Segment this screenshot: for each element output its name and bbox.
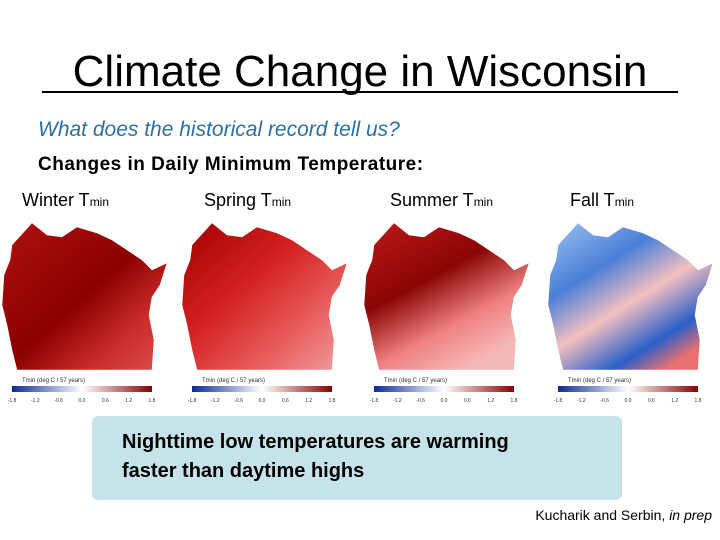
title: Climate Change in Wisconsin [73,47,648,96]
legend-tick: -1.8 [8,398,17,404]
subtitle: What does the historical record tell us? [38,118,400,141]
map [363,222,530,371]
callout-line: Nighttime low temperatures are warming [122,431,509,453]
legend-tick: -0.6 [234,398,243,404]
callout-line: faster than daytime highs [122,460,364,482]
legend-tick: 0.0 [79,398,86,404]
legend-tick: 1.8 [695,398,702,404]
citation: Kucharik and Serbin, in prep [535,507,712,523]
map-label: Spring Tmin [204,190,291,210]
map [181,222,348,371]
legend-tick: -1.2 [577,398,586,404]
citation-authors: Kucharik and Serbin, [535,507,669,523]
legend-title: Tmin (deg C / 57 years) [568,378,631,384]
legend-tick: 0.6 [282,398,289,404]
map-subscript: min [615,195,634,209]
map-shape [181,222,348,371]
legend-tick: 1.2 [125,398,132,404]
legend-tick: -0.6 [600,398,609,404]
map [547,222,714,371]
map-season: Winter T [22,190,90,210]
legend-tick: 0.0 [625,398,632,404]
legend-tick: 0.6 [464,398,471,404]
map-subscript: min [474,195,493,209]
legend-tick: 1.8 [149,398,156,404]
map [1,222,168,371]
legend-tick: -0.6 [416,398,425,404]
legend-tick: -1.2 [211,398,220,404]
legend-bar [12,386,152,392]
legend-tick: -1.2 [31,398,40,404]
map-season: Spring T [204,190,272,210]
map-season: Fall T [570,190,615,210]
map-shape [363,222,530,371]
callout-box [92,416,622,500]
legend-tick: 1.2 [305,398,312,404]
legend-bar [558,386,698,392]
map-subscript: min [272,195,291,209]
legend-tick: 1.8 [511,398,518,404]
map-shape [547,222,714,371]
legend-tick: 0.6 [102,398,109,404]
legend-tick: 1.2 [487,398,494,404]
legend-title: Tmin (deg C / 57 years) [202,378,265,384]
legend-tick: -0.6 [54,398,63,404]
legend-bar [192,386,332,392]
citation-note: in prep [669,507,712,523]
legend-title: Tmin (deg C / 57 years) [22,378,85,384]
legend-tick: 1.8 [329,398,336,404]
map-shape [1,222,168,371]
legend-bar [374,386,514,392]
legend-tick: -1.2 [393,398,402,404]
legend-tick: 1.2 [671,398,678,404]
map-subscript: min [90,195,109,209]
legend-tick: -1.8 [370,398,379,404]
legend-tick: 0.6 [648,398,655,404]
legend-tick: -1.8 [554,398,563,404]
map-label: Fall Tmin [570,190,634,210]
legend-tick: 0.0 [259,398,266,404]
map-label: Winter Tmin [22,190,109,210]
heading: Changes in Daily Minimum Temperature: [38,154,424,175]
map-season: Summer T [390,190,474,210]
map-label: Summer Tmin [390,190,493,210]
legend-tick: 0.0 [441,398,448,404]
legend-tick: -1.8 [188,398,197,404]
legend-title: Tmin (deg C / 57 years) [384,378,447,384]
